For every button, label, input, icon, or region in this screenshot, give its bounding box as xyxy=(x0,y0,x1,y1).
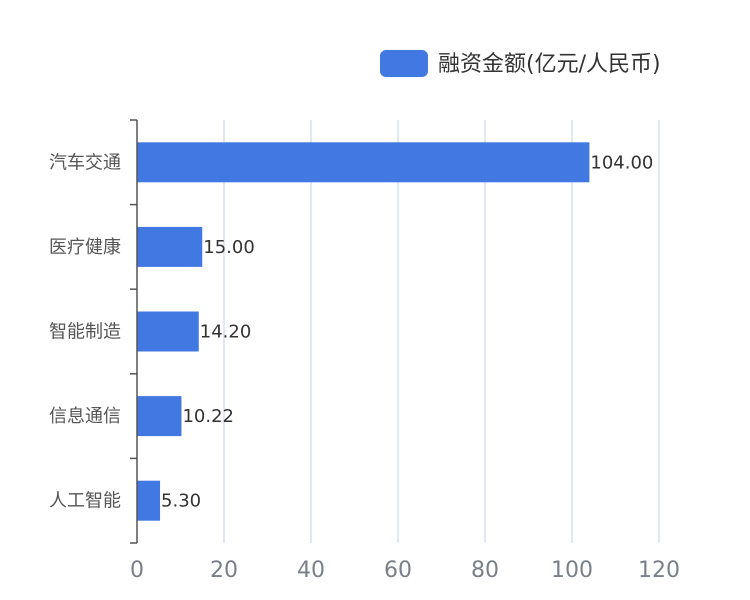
value-label: 5.30 xyxy=(161,491,201,512)
bar xyxy=(137,480,161,521)
value-label: 10.22 xyxy=(182,406,234,427)
grid-lines xyxy=(223,120,660,543)
category-label: 人工智能 xyxy=(49,491,121,512)
bar xyxy=(137,311,199,352)
x-tick-label: 40 xyxy=(297,558,325,583)
legend-swatch xyxy=(380,50,428,77)
x-tick-label: 120 xyxy=(638,558,680,583)
legend-label: 融资金额(亿元/人民币) xyxy=(438,52,661,77)
bar xyxy=(137,226,203,267)
value-label: 15.00 xyxy=(203,237,255,258)
x-tick-label: 100 xyxy=(551,558,593,583)
x-tick-label: 60 xyxy=(384,558,412,583)
x-tick-label: 20 xyxy=(210,558,238,583)
bar xyxy=(137,396,182,437)
x-tick-label: 80 xyxy=(471,558,499,583)
value-label: 104.00 xyxy=(590,152,653,173)
bars: 104.00 15.00 14.20 10.22 5.30 xyxy=(137,142,653,521)
x-tick-label: 0 xyxy=(130,558,144,583)
legend: 融资金额(亿元/人民币) xyxy=(380,50,661,77)
category-label: 智能制造 xyxy=(49,322,121,343)
value-label: 14.20 xyxy=(200,322,252,343)
category-label: 医疗健康 xyxy=(49,237,121,258)
category-label: 信息通信 xyxy=(49,406,121,427)
category-label: 汽车交通 xyxy=(49,152,121,173)
bar xyxy=(137,142,590,183)
